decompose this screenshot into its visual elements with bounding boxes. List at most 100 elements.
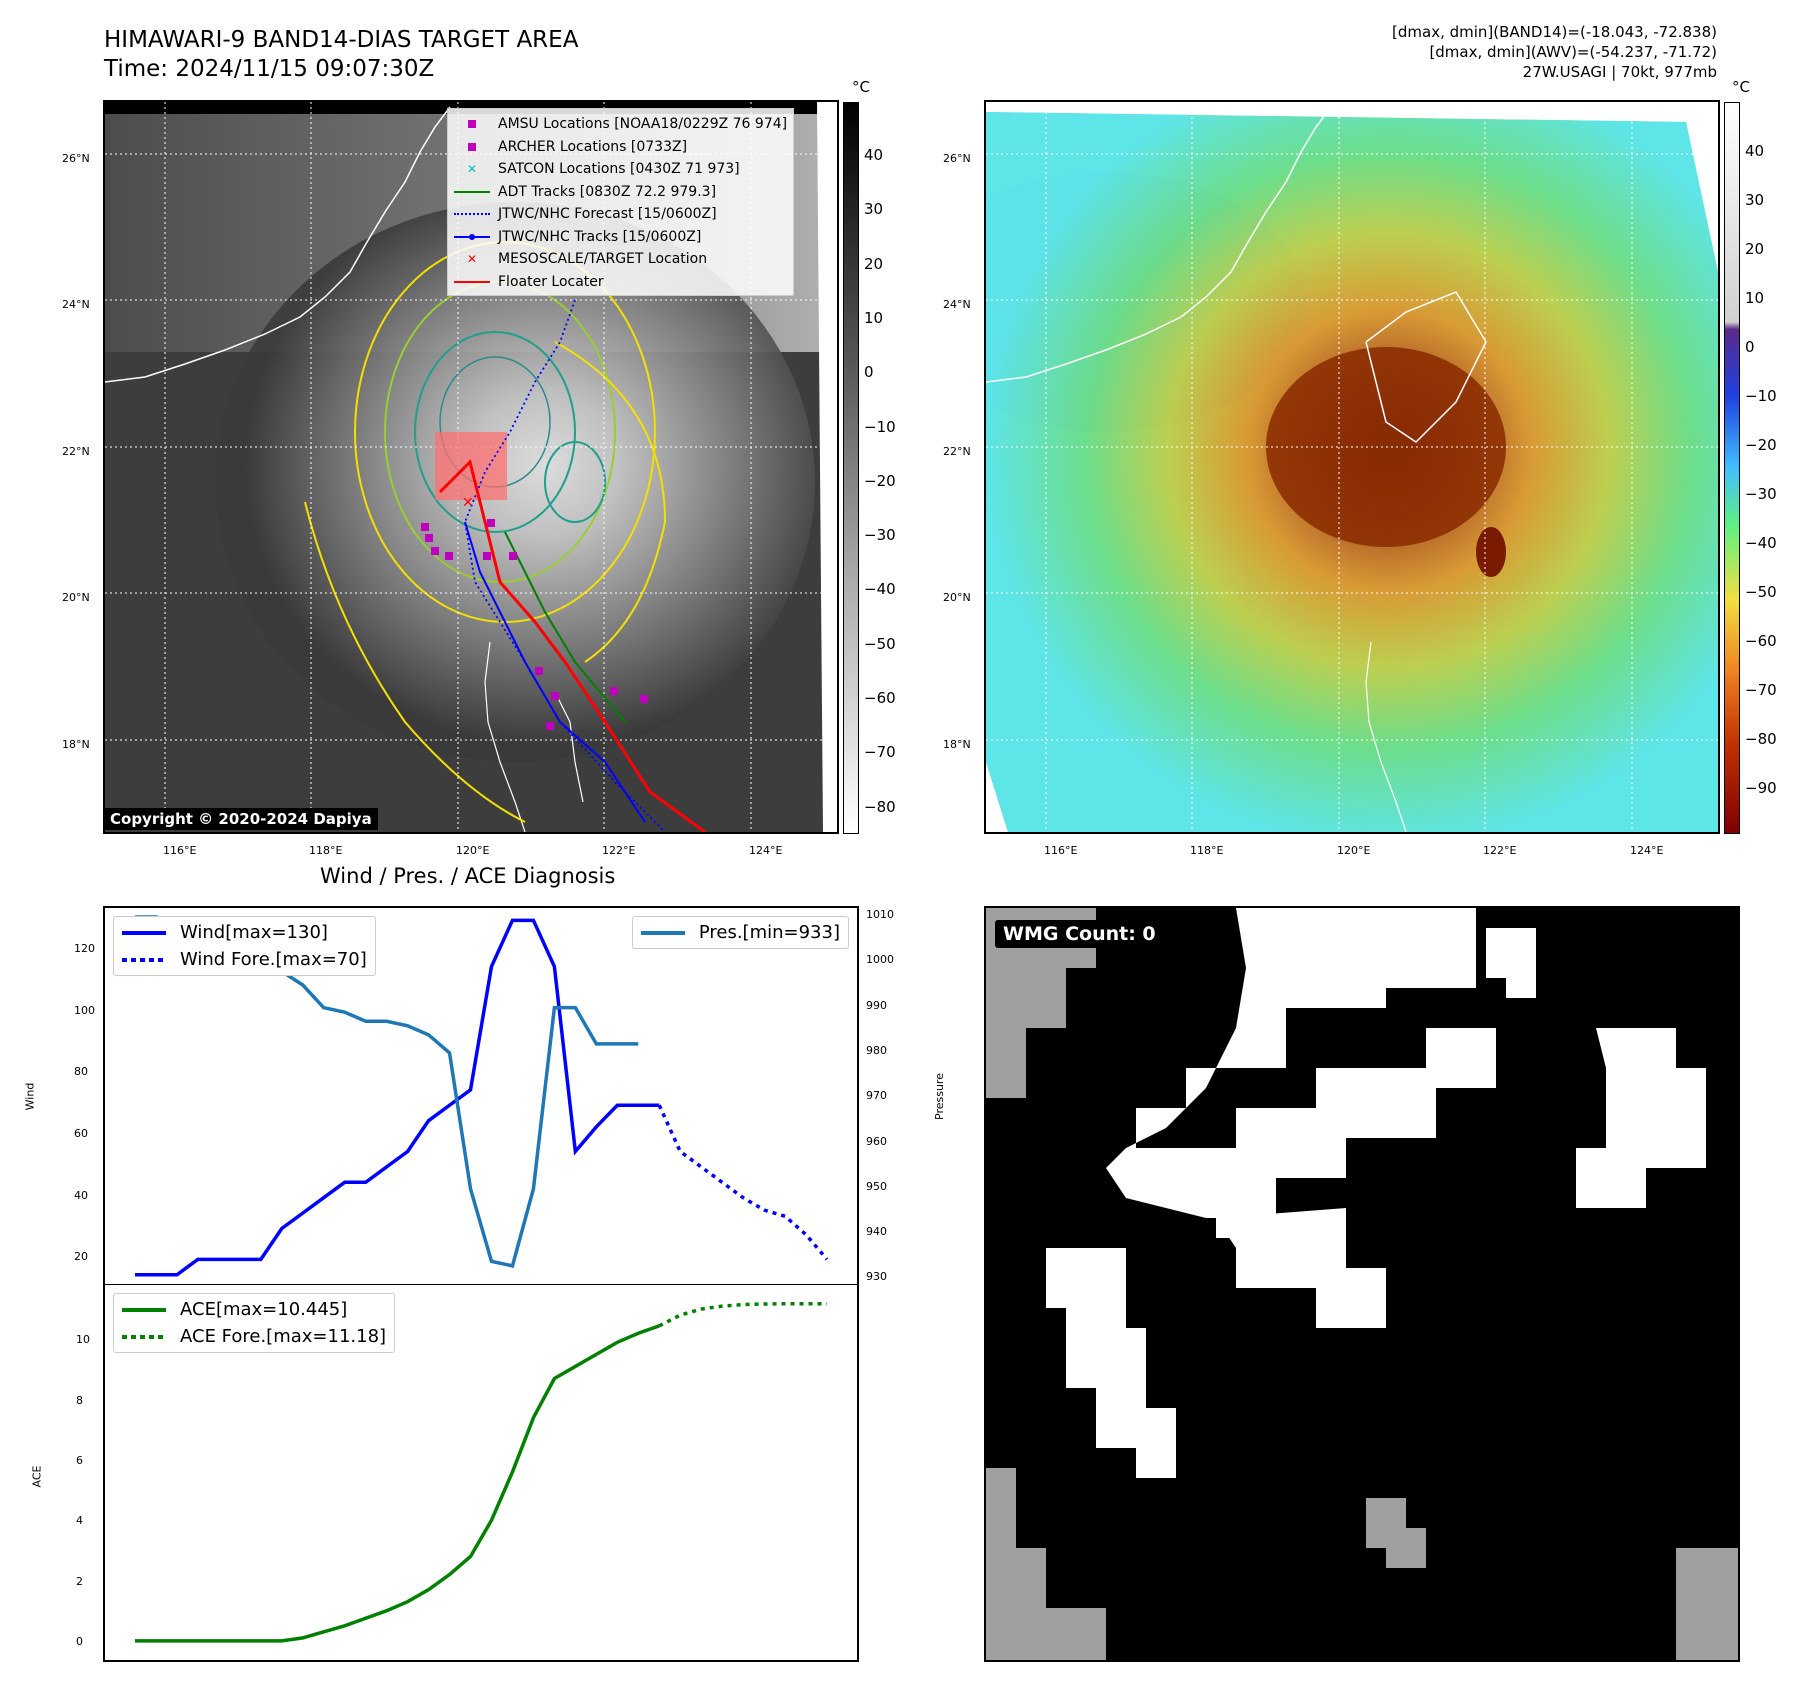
legend-item-floater: Floater Locater <box>454 271 787 294</box>
wmg-panel <box>984 906 1740 1662</box>
lon-label: 118°E <box>309 844 343 857</box>
diagnosis-title: Wind / Pres. / ACE Diagnosis <box>320 864 616 888</box>
series-line <box>657 1104 829 1261</box>
color-colorbar-tick: −70 <box>1745 681 1777 699</box>
lat-label: 24°N <box>943 298 971 311</box>
legend-item-ace-forecast: ACE Fore.[max=11.18] <box>122 1323 386 1350</box>
gray-colorbar-tick: −70 <box>864 743 896 762</box>
lat-label: 18°N <box>62 738 90 751</box>
gray-colorbar-tick: −20 <box>864 471 896 490</box>
awv-map-panel <box>984 100 1720 834</box>
legend-item-target: ✕ MESOSCALE/TARGET Location <box>466 251 708 267</box>
pressure-tick-label: 960 <box>866 1134 887 1148</box>
pressure-tick-label: 980 <box>866 1043 887 1057</box>
color-colorbar-tick: −60 <box>1745 632 1777 650</box>
ace-axis-label: ACE <box>30 1465 44 1488</box>
map-legend: AMSU Locations [NOAA18/0229Z 76 974] ARC… <box>447 108 795 296</box>
gray-colorbar-tick: −50 <box>864 634 896 653</box>
lon-label: 124°E <box>749 844 783 857</box>
pressure-tick-label: 950 <box>866 1179 887 1193</box>
lon-label: 122°E <box>1483 844 1517 857</box>
legend-item-wind-forecast: Wind Fore.[max=70] <box>122 946 367 973</box>
legend-item-wind: Wind[max=130] <box>122 919 367 946</box>
lat-label: 22°N <box>943 445 971 458</box>
info-line-storm: 27W.USAGI | 70kt, 977mb <box>1522 63 1717 81</box>
legend-item-satcon: ✕ SATCON Locations [0430Z 71 973] <box>466 161 740 177</box>
jtwc-track <box>464 521 646 823</box>
copyright-label: Copyright © 2020-2024 Dapiya <box>104 808 378 830</box>
legend-item-adt: ADT Tracks [0830Z 72.2 979.3] <box>454 181 787 204</box>
color-colorbar-tick: −20 <box>1745 436 1777 454</box>
svg-text:✕: ✕ <box>462 495 474 511</box>
ace-tick-label: 2 <box>76 1574 83 1588</box>
lon-label: 122°E <box>602 844 636 857</box>
gray-colorbar-tick: 10 <box>864 308 884 327</box>
ace-legend: ACE[max=10.445] ACE Fore.[max=11.18] <box>113 1293 396 1353</box>
forecast-track <box>464 299 666 832</box>
info-line-band14: [dmax, dmin](BAND14)=(-18.043, -72.838) <box>1392 23 1717 41</box>
ace-tick-label: 4 <box>76 1514 83 1528</box>
lat-label: 18°N <box>943 738 971 751</box>
pressure-tick-label: 970 <box>866 1089 887 1103</box>
gray-colorbar-tick: −40 <box>864 580 896 599</box>
gray-colorbar-tick: 20 <box>864 254 884 273</box>
color-colorbar-tick: −90 <box>1745 779 1777 797</box>
legend-item-amsu: AMSU Locations [NOAA18/0229Z 76 974] <box>454 113 787 136</box>
floater-track <box>438 459 706 832</box>
lon-label: 124°E <box>1630 844 1664 857</box>
wmg-mask-image <box>986 908 1738 1660</box>
main-title: HIMAWARI-9 BAND14-DIAS TARGET AREA Time:… <box>104 27 579 82</box>
awv-map-image <box>986 102 1718 832</box>
gray-colorbar-tick: 0 <box>864 363 874 382</box>
wind-tick-label: 60 <box>74 1127 88 1141</box>
wind-tick-label: 120 <box>74 942 95 956</box>
wmg-count-badge: WMG Count: 0 <box>995 920 1164 948</box>
lon-label: 116°E <box>1044 844 1078 857</box>
color-colorbar-tick: −10 <box>1745 387 1777 405</box>
amsu-points <box>421 519 648 730</box>
color-colorbar-unit: °C <box>1732 78 1750 96</box>
color-colorbar-tick: 0 <box>1745 338 1755 356</box>
gray-colorbar-tick: 30 <box>864 200 884 219</box>
wind-tick-label: 40 <box>74 1188 88 1202</box>
legend-item-jtwc: JTWC/NHC Tracks [15/0600Z] <box>454 226 787 249</box>
lon-label: 118°E <box>1190 844 1224 857</box>
gray-colorbar <box>843 102 859 834</box>
legend-item-pressure: Pres.[min=933] <box>640 919 840 946</box>
lat-label: 24°N <box>62 298 90 311</box>
pressure-tick-label: 990 <box>866 998 887 1012</box>
color-colorbar <box>1724 102 1740 834</box>
ace-chart <box>135 1301 827 1643</box>
color-colorbar-tick: −80 <box>1745 730 1777 748</box>
color-colorbar-tick: −40 <box>1745 534 1777 552</box>
lat-label: 26°N <box>943 152 971 165</box>
gray-colorbar-tick: 40 <box>864 146 884 164</box>
color-colorbar-tick: 40 <box>1745 142 1765 160</box>
ace-panel: ACE[max=10.445] ACE Fore.[max=11.18] <box>103 1284 859 1662</box>
wind-legend: Wind[max=130] Wind Fore.[max=70] <box>113 916 376 976</box>
gray-colorbar-tick: −60 <box>864 689 896 707</box>
legend-item-archer: ARCHER Locations [0733Z] <box>454 136 787 159</box>
series-line <box>135 918 660 1277</box>
wind-pressure-panel: Wind[max=130] Wind Fore.[max=70] Pres.[m… <box>103 906 859 1285</box>
lon-label: 116°E <box>163 844 197 857</box>
ir-map-panel: ✕ AMSU Locations [NOAA18/0229Z 76 974] A… <box>103 100 839 834</box>
lat-label: 20°N <box>62 591 90 604</box>
info-line-awv: [dmax, dmin](AWV)=(-54.237, -71.72) <box>1429 43 1717 61</box>
lon-label: 120°E <box>1337 844 1371 857</box>
series-line <box>658 1301 827 1328</box>
wind-tick-label: 20 <box>74 1250 88 1264</box>
color-colorbar-tick: −50 <box>1745 583 1777 601</box>
color-colorbar-tick: 20 <box>1745 240 1765 258</box>
pressure-tick-label: 1010 <box>866 908 894 922</box>
gray-colorbar-tick: −80 <box>864 797 896 816</box>
color-colorbar-tick: 30 <box>1745 191 1765 209</box>
pressure-tick-label: 940 <box>866 1225 887 1239</box>
lon-label: 120°E <box>456 844 490 857</box>
color-colorbar-tick: −30 <box>1745 485 1777 503</box>
gray-colorbar-tick: −30 <box>864 526 896 545</box>
legend-item-ace: ACE[max=10.445] <box>122 1296 386 1323</box>
wind-tick-label: 100 <box>74 1003 95 1017</box>
ace-tick-label: 10 <box>76 1333 90 1347</box>
pressure-tick-label: 1000 <box>866 953 894 967</box>
